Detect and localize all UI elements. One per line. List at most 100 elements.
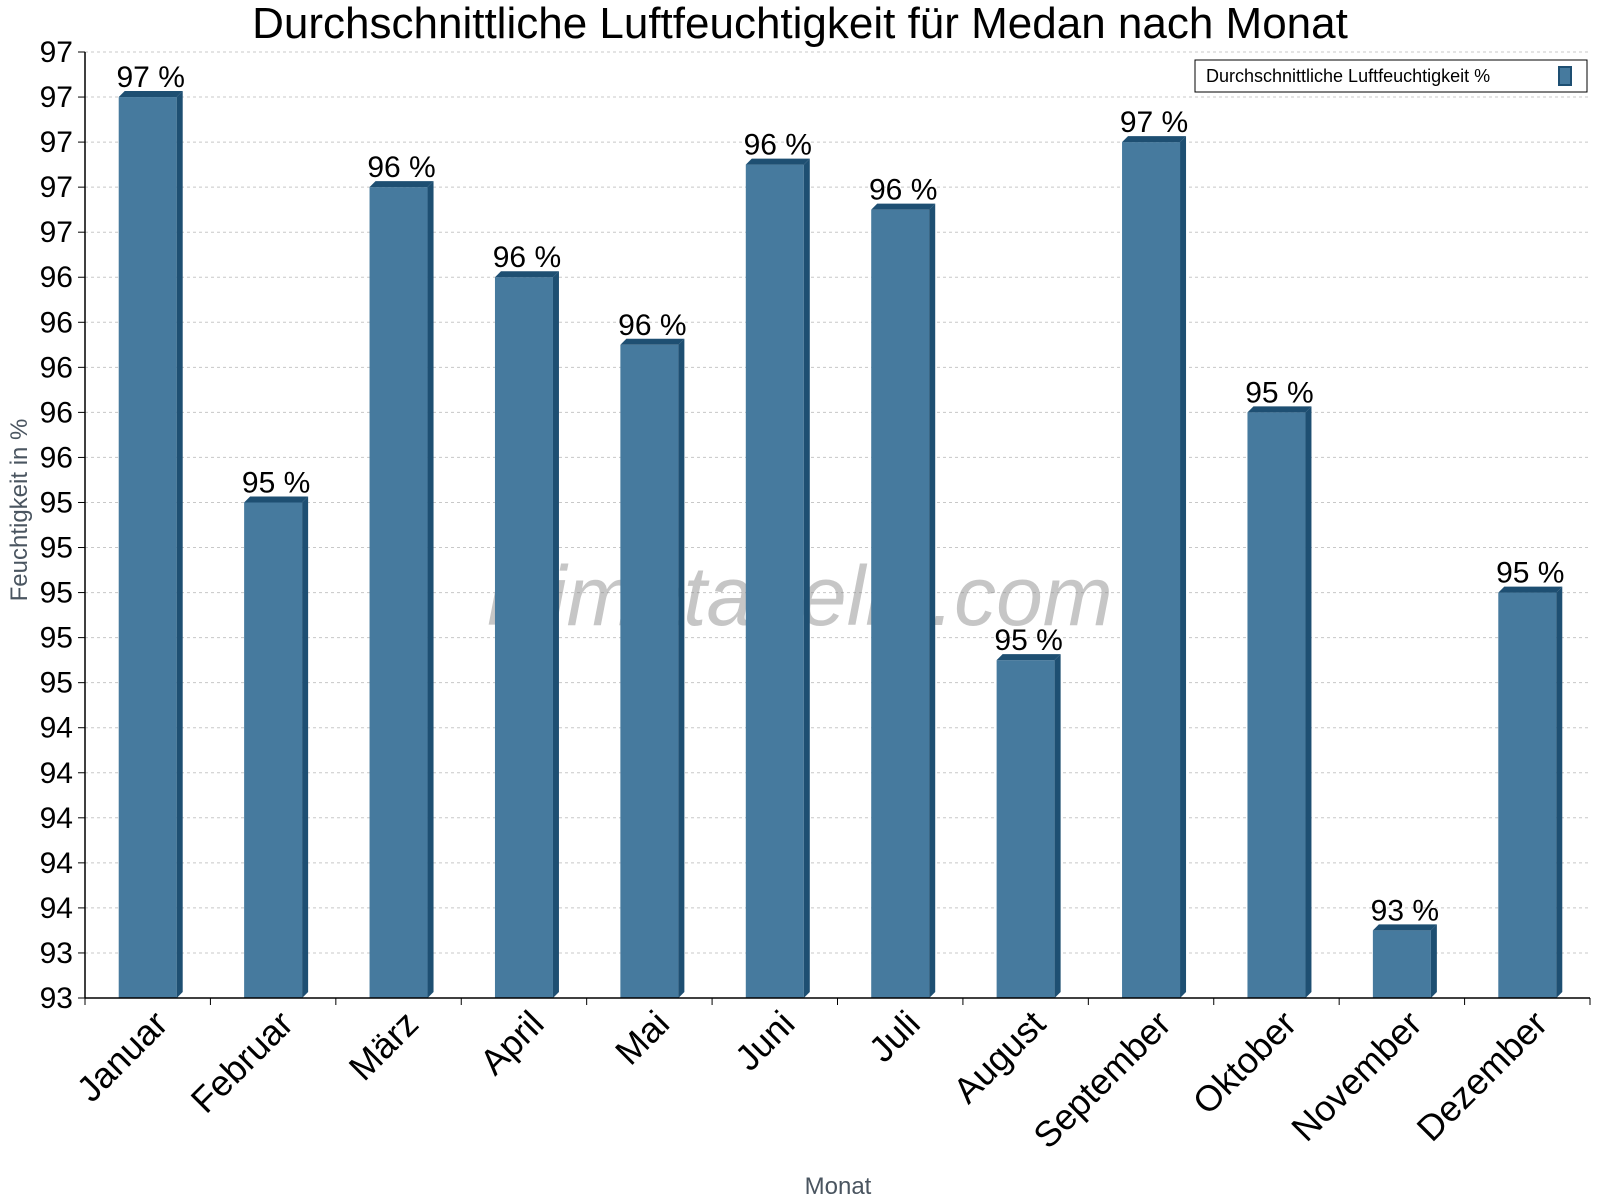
bar-side — [1430, 924, 1437, 998]
y-tick-label: 95 — [40, 577, 73, 610]
bar-value-label: 95 % — [1245, 376, 1313, 409]
bar-front — [871, 209, 930, 998]
y-tick-label: 96 — [40, 261, 73, 294]
legend: Durchschnittliche Luftfeuchtigkeit % — [1194, 59, 1588, 93]
x-tick-label: November — [1283, 1003, 1429, 1149]
y-tick-label: 94 — [40, 712, 73, 745]
bar-side — [929, 203, 936, 998]
bar-value-label: 97 % — [117, 61, 185, 94]
bar-front — [244, 502, 303, 998]
legend-label: Durchschnittliche Luftfeuchtigkeit % — [1206, 66, 1490, 86]
bar-juli — [871, 203, 936, 998]
x-tick-label: Oktober — [1185, 1003, 1305, 1123]
bars — [118, 91, 1563, 999]
bar-juni — [745, 158, 810, 999]
y-tick-label: 95 — [40, 486, 73, 519]
y-tick-label: 97 — [40, 171, 73, 204]
chart-title: Durchschnittliche Luftfeuchtigkeit für M… — [252, 0, 1348, 48]
bar-front — [118, 97, 177, 999]
y-tick-label: 96 — [40, 396, 73, 429]
legend-box — [1194, 59, 1588, 93]
y-tick-label: 97 — [40, 126, 73, 159]
y-tick-label: 96 — [40, 306, 73, 339]
bar-dezember — [1498, 586, 1563, 998]
bar-value-label: 96 % — [493, 241, 561, 274]
y-tick-label: 97 — [40, 81, 73, 114]
bar-januar — [118, 91, 183, 999]
bar-front — [369, 187, 428, 999]
x-tick-label: August — [945, 1003, 1053, 1111]
y-axis-title: Feuchtigkeit in % — [6, 419, 33, 602]
bar-value-label: 97 % — [1120, 106, 1188, 139]
y-tick-label: 97 — [40, 36, 73, 69]
bar-side — [803, 158, 810, 999]
bar-side — [302, 496, 309, 998]
y-tick-label: 94 — [40, 847, 73, 880]
bar-value-label: 95 % — [1496, 557, 1564, 590]
x-tick-label: Juli — [861, 1003, 928, 1070]
bar-front — [745, 164, 804, 999]
bar-top — [1498, 586, 1563, 593]
bar-märz — [369, 181, 434, 999]
bar-value-label: 96 % — [744, 129, 812, 162]
bar-top — [118, 91, 183, 98]
y-tick-label: 95 — [40, 622, 73, 655]
bar-februar — [244, 496, 309, 998]
bar-value-label: 96 % — [618, 309, 686, 342]
grid-lines — [78, 51, 1590, 999]
bar-side — [1054, 654, 1061, 998]
y-tick-label: 94 — [40, 802, 73, 835]
bar-front — [1247, 412, 1306, 998]
x-tick-labels: Januar Februar März April Mai Juni Juli AugustS… — [69, 1003, 1555, 1157]
bar-top — [745, 158, 810, 165]
bar-top — [620, 338, 685, 345]
bar-top — [1372, 924, 1437, 931]
bar-november — [1372, 924, 1437, 998]
bar-side — [1180, 136, 1187, 999]
x-tick-label: Februar — [183, 1003, 301, 1121]
bar-front — [1372, 930, 1431, 998]
y-tick-labels: 93 93 94 94 94 94 94 95 95 95 95 95 96 96 96 96 96 97 97 97… — [40, 36, 73, 1015]
bar-top — [1247, 406, 1312, 413]
bar-top — [996, 654, 1061, 661]
y-tick-label: 96 — [40, 441, 73, 474]
x-tick-label: April — [472, 1003, 552, 1083]
y-tick-label: 97 — [40, 216, 73, 249]
y-tick-label: 95 — [40, 532, 73, 565]
bar-side — [552, 271, 559, 998]
bar-oktober — [1247, 406, 1312, 998]
bar-value-label: 96 % — [367, 151, 435, 184]
bar-side — [678, 338, 685, 998]
bar-side — [176, 91, 183, 999]
bar-top — [1122, 136, 1187, 143]
bar-front — [494, 277, 553, 998]
x-tick-label: Mai — [607, 1003, 677, 1073]
bar-april — [494, 271, 559, 998]
x-tick-label: Januar — [69, 1003, 176, 1110]
bar-september — [1122, 136, 1187, 999]
bar-value-label: 93 % — [1371, 894, 1439, 927]
y-tick-label: 96 — [40, 351, 73, 384]
y-tick-label: 93 — [40, 937, 73, 970]
value-labels: 97 % 95 % 96 % 96 % 96 % 96 % 96 % 95 % 97 % 95 %… — [117, 61, 1565, 927]
x-tick-label: Dezember — [1409, 1003, 1555, 1149]
bar-side — [427, 181, 434, 999]
bar-top — [244, 496, 309, 503]
bar-mai — [620, 338, 685, 998]
x-axis-title: Monat — [805, 1173, 872, 1200]
x-tick-label: September — [1025, 1003, 1179, 1157]
bar-front — [1122, 142, 1181, 999]
y-tick-label: 93 — [40, 982, 73, 1015]
bar-side — [1556, 586, 1563, 998]
x-tick-label: März — [341, 1003, 427, 1089]
bar-top — [369, 181, 434, 188]
axes — [84, 52, 1591, 1005]
bar-value-label: 95 % — [994, 624, 1062, 657]
bar-value-label: 96 % — [869, 174, 937, 207]
bar-august — [996, 654, 1061, 998]
bar-value-label: 95 % — [242, 466, 310, 499]
bar-top — [871, 203, 936, 210]
y-tick-label: 94 — [40, 757, 73, 790]
bar-front — [620, 344, 679, 998]
